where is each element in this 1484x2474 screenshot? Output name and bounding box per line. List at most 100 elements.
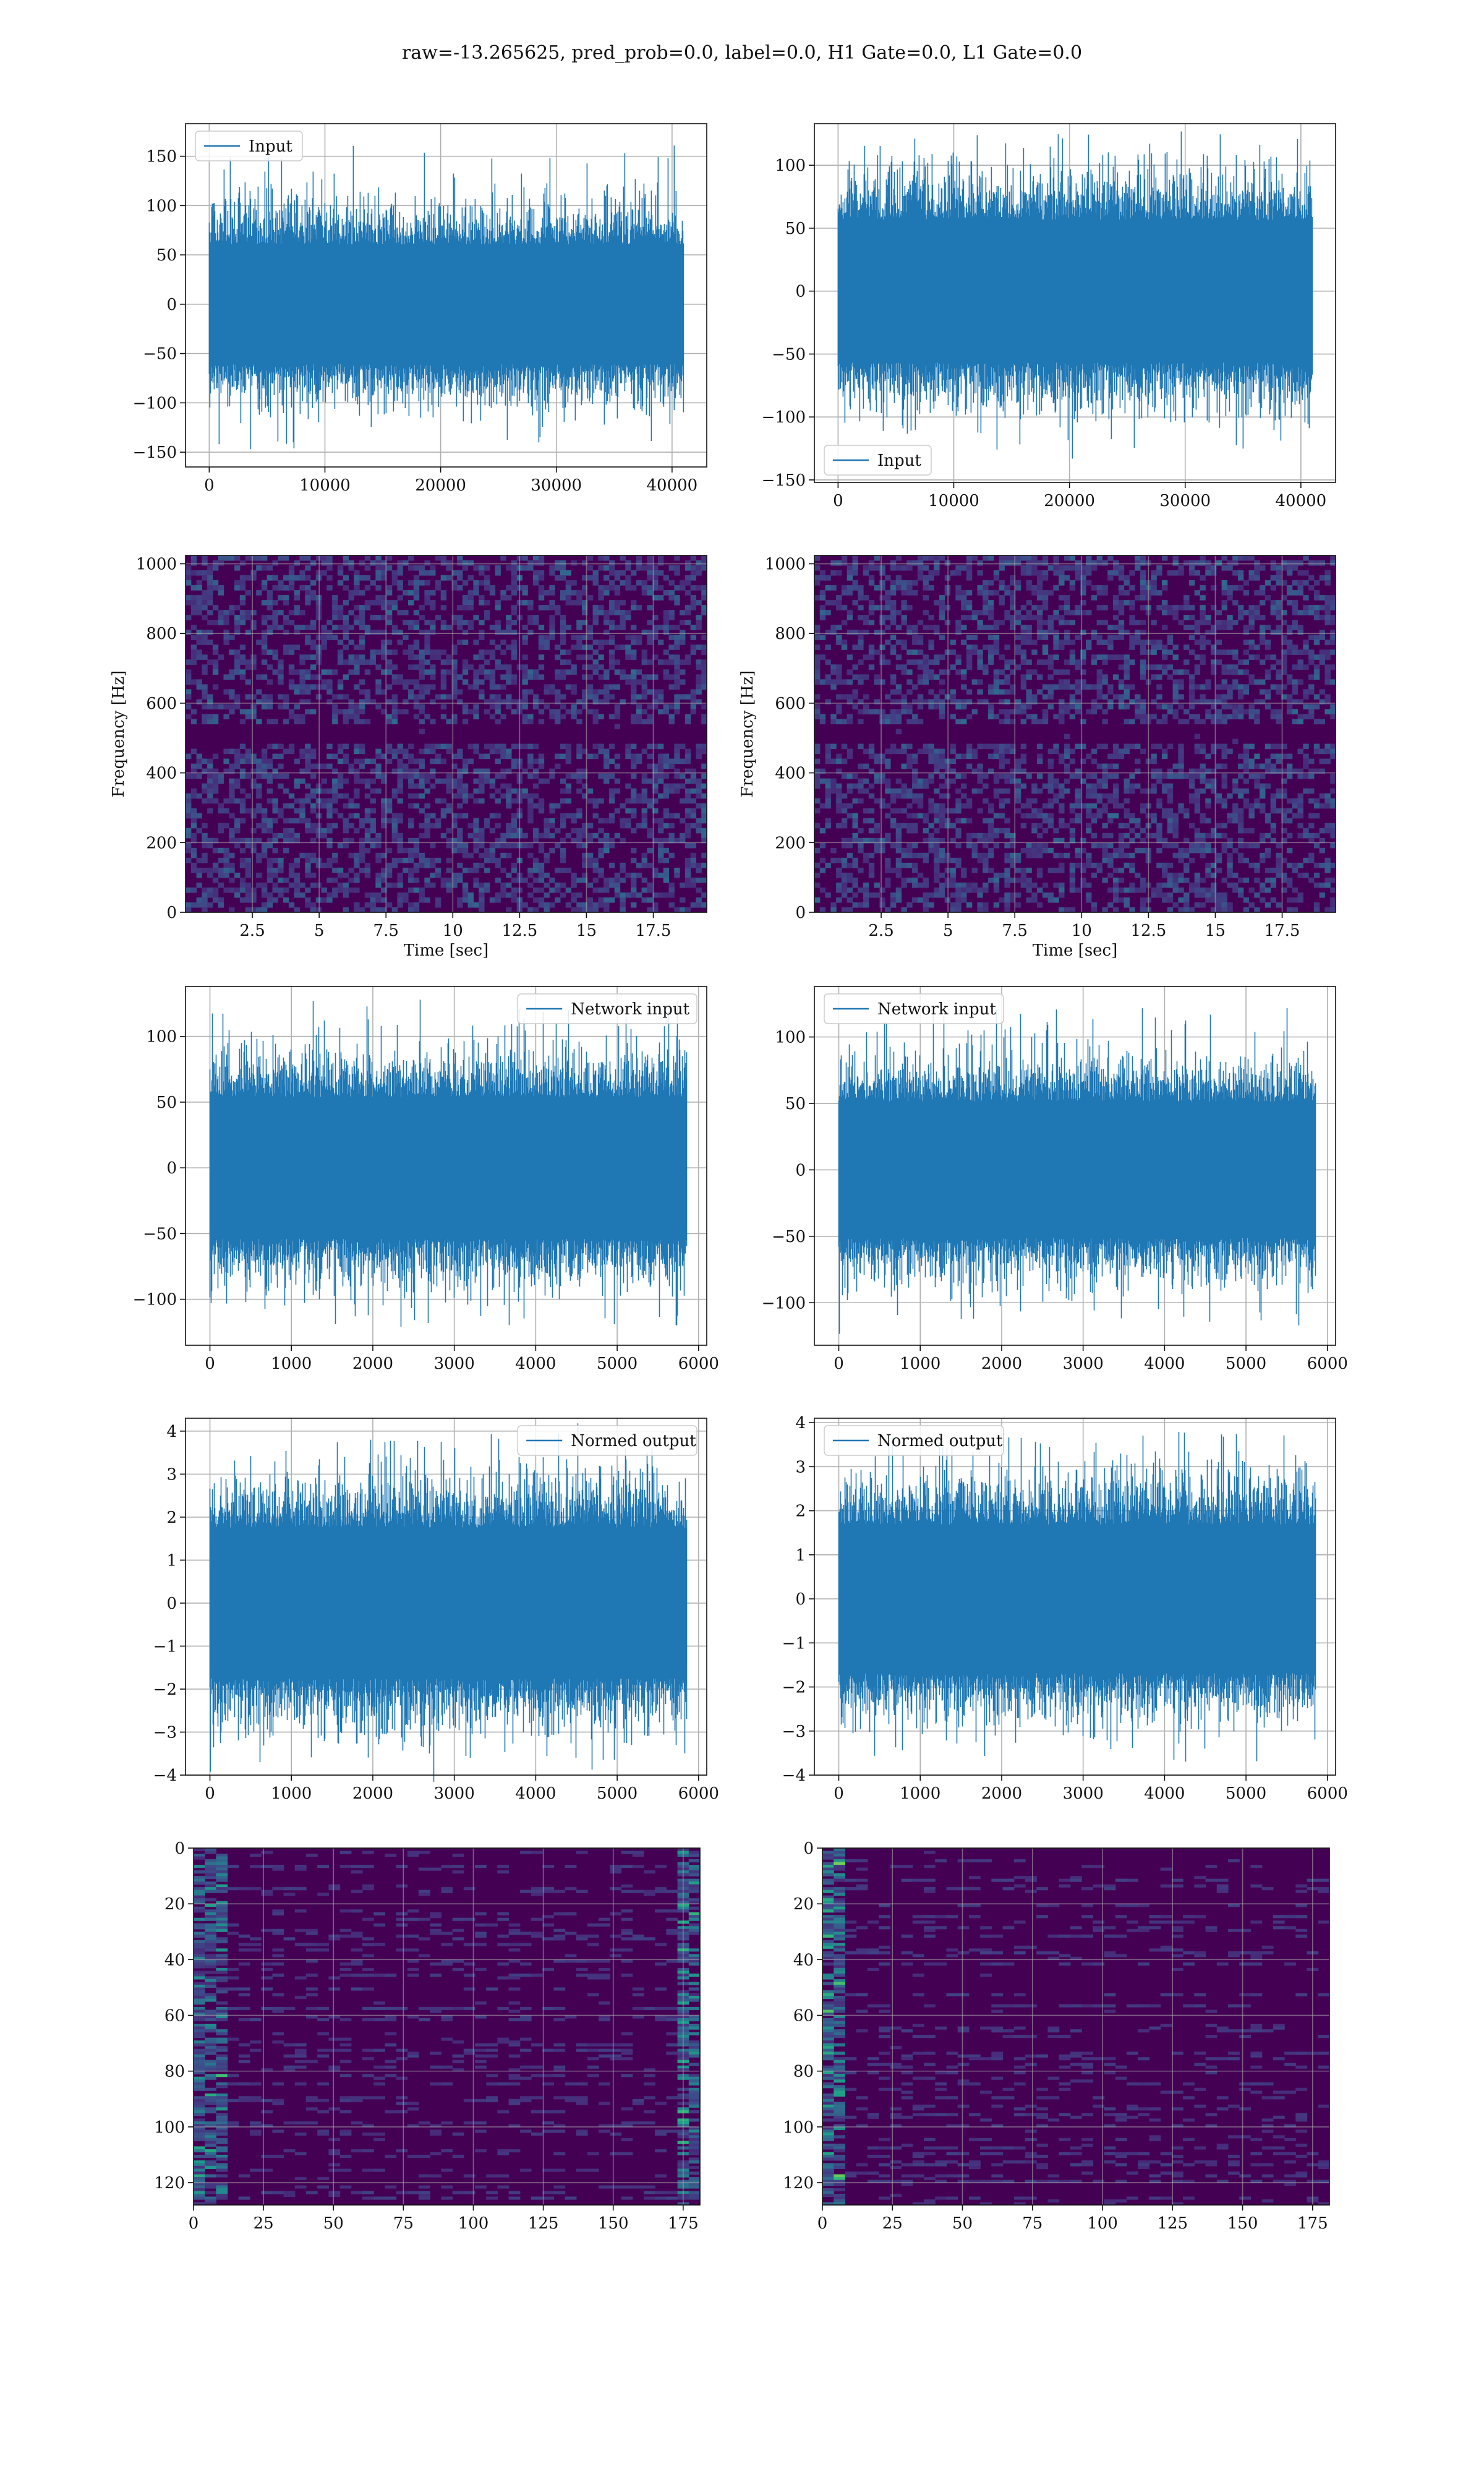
heatmap-cell [1037, 808, 1043, 814]
heatmap-cell [234, 615, 241, 620]
heatmap-cell [652, 654, 659, 660]
heatmap-cell [939, 689, 945, 695]
heatmap-cell [1260, 788, 1266, 794]
figure-title: raw=-13.265625, pred_prob=0.0, label=0.0… [401, 42, 1083, 64]
heatmap-cell [267, 699, 273, 705]
heatmap-cell [1194, 684, 1201, 690]
heatmap-cell [1194, 788, 1201, 794]
heatmap-cell [359, 748, 365, 755]
heatmap-cell [310, 674, 317, 680]
heatmap-cell [305, 783, 311, 789]
heatmap-cell [299, 689, 305, 695]
heatmap-cell [1167, 709, 1174, 715]
heatmap-cell [511, 679, 518, 685]
heatmap-cell [999, 788, 1005, 794]
heatmap-cell [814, 743, 821, 750]
heatmap-cell [413, 625, 420, 630]
heatmap-cell [381, 823, 387, 829]
heatmap-cell [890, 798, 897, 804]
heatmap-cell [403, 753, 409, 760]
heatmap-cell [462, 867, 469, 873]
heatmap-cell [527, 763, 534, 769]
heatmap-cell [440, 704, 447, 710]
heatmap-cell [522, 625, 528, 630]
heatmap-cell [348, 867, 354, 873]
heatmap-cell [250, 714, 257, 720]
heatmap-cell [1330, 803, 1336, 809]
heatmap-cell [234, 669, 241, 675]
heatmap-cell [359, 654, 365, 660]
heatmap-cell [305, 748, 311, 755]
heatmap-cell [533, 897, 539, 903]
heatmap-cell [879, 630, 885, 635]
heatmap-cell [506, 828, 512, 834]
heatmap-cell [1221, 763, 1227, 769]
heatmap-cell [587, 694, 594, 700]
heatmap-cell [354, 620, 360, 625]
heatmap-cell [890, 620, 897, 625]
heatmap-cell [1112, 803, 1119, 809]
heatmap-cell [1330, 714, 1336, 720]
heatmap-cell [582, 793, 588, 799]
heatmap-cell [1248, 758, 1255, 764]
heatmap-cell [446, 867, 452, 873]
heatmap-cell [587, 857, 594, 863]
heatmap-cell [457, 872, 463, 878]
heatmap-cell [603, 630, 610, 635]
heatmap-cell [1167, 773, 1174, 779]
heatmap-cell [565, 798, 572, 804]
heatmap-cell [641, 808, 648, 814]
heatmap-cell [245, 897, 251, 903]
heatmap-cell [1292, 798, 1298, 804]
heatmap-cell [565, 753, 572, 760]
heatmap-cell [294, 833, 301, 839]
heatmap-cell [256, 783, 262, 789]
heatmap-cell [701, 560, 707, 566]
heatmap-cell [587, 674, 594, 680]
heatmap-cell [955, 565, 962, 571]
heatmap-cell [1205, 679, 1211, 685]
heatmap-cell [868, 575, 875, 581]
heatmap-cell [912, 649, 918, 655]
heatmap-cell [310, 748, 317, 755]
heatmap-cell [489, 793, 496, 799]
heatmap-cell [701, 743, 707, 750]
heatmap-cell [885, 783, 891, 789]
heatmap-cell [846, 565, 853, 571]
heatmap-cell [971, 644, 978, 650]
heatmap-cell [868, 768, 875, 774]
heatmap-cell [430, 674, 436, 680]
heatmap-cell [1140, 585, 1146, 591]
heatmap-cell [202, 842, 208, 849]
heatmap-cell [890, 605, 897, 610]
heatmap-cell [261, 630, 268, 635]
heatmap-cell [657, 778, 664, 784]
heatmap-cell [1260, 585, 1266, 591]
heatmap-cell [874, 753, 880, 760]
heatmap-cell [1243, 803, 1250, 809]
heatmap-cell [549, 833, 555, 839]
heatmap-cell [560, 892, 566, 898]
heatmap-cell [906, 560, 913, 566]
heatmap-cell [1254, 699, 1260, 705]
heatmap-cell [674, 585, 680, 591]
heatmap-cell [1324, 640, 1331, 645]
heatmap-cell [375, 877, 382, 883]
heatmap-cell [825, 748, 831, 755]
heatmap-cell [1156, 664, 1162, 670]
heatmap-cell [1172, 689, 1179, 695]
heatmap-cell [500, 842, 506, 849]
heatmap-cell [1086, 570, 1092, 576]
heatmap-cell [1026, 555, 1032, 561]
heatmap-cell [522, 679, 528, 685]
heatmap-cell [343, 635, 349, 640]
heatmap-cell [841, 620, 848, 625]
heatmap-cell [1232, 560, 1239, 566]
heatmap-cell [1140, 560, 1146, 566]
heatmap-cell [657, 709, 664, 715]
heatmap-cell [1167, 635, 1174, 640]
heatmap-cell [1020, 709, 1027, 715]
heatmap-cell [473, 842, 479, 849]
heatmap-cell [846, 813, 853, 819]
heatmap-cell [885, 625, 891, 630]
